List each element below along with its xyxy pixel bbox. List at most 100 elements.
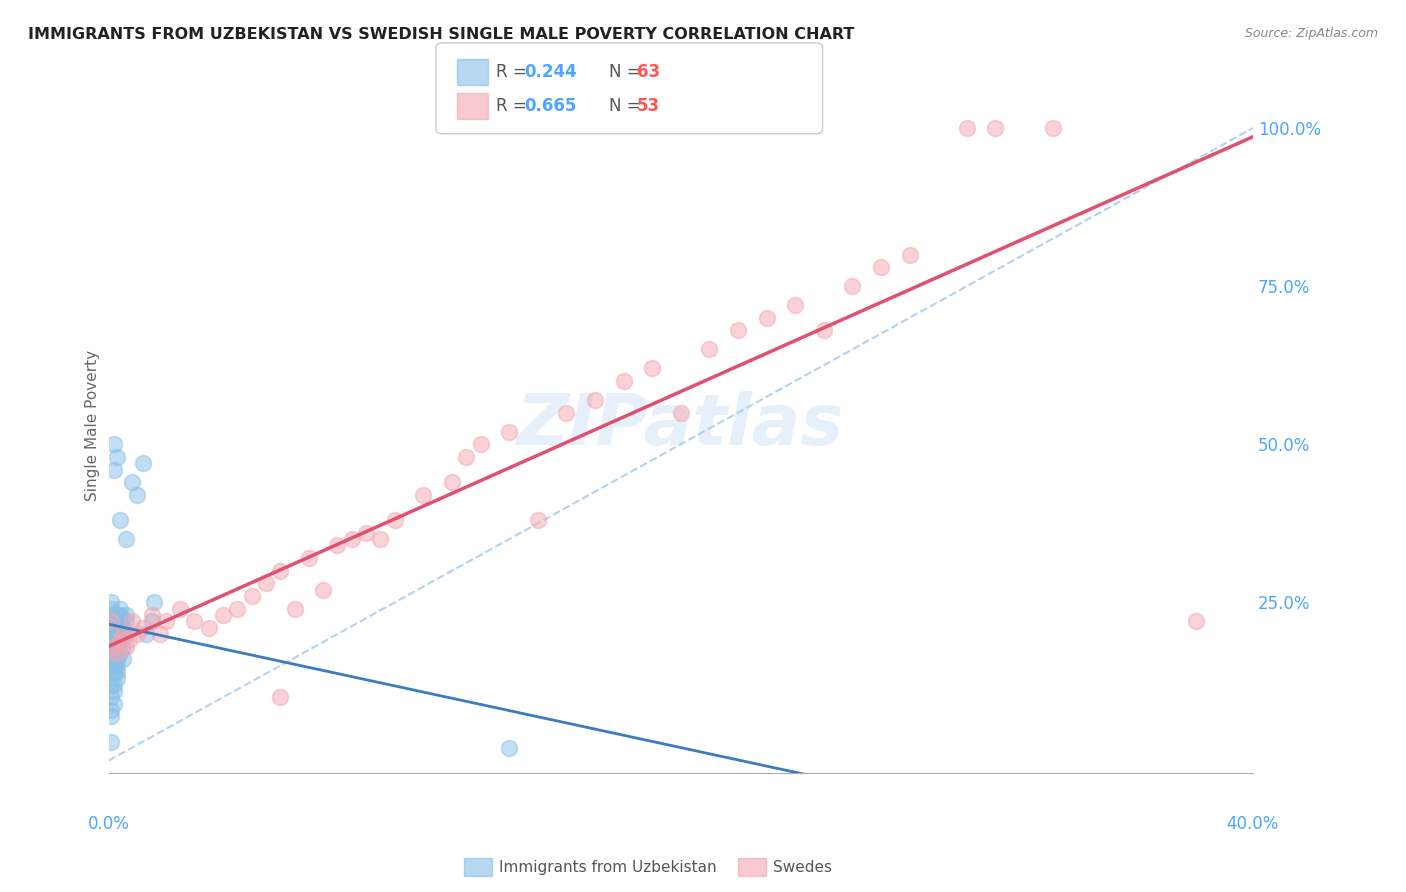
Point <box>103 697 125 711</box>
Point <box>100 734 122 748</box>
Text: R =: R = <box>496 97 533 115</box>
Point <box>105 627 128 641</box>
Point <box>105 652 128 666</box>
Point <box>100 615 122 629</box>
Point <box>108 615 131 629</box>
Text: Source: ZipAtlas.com: Source: ZipAtlas.com <box>1244 27 1378 40</box>
Point <box>108 601 131 615</box>
Point <box>111 627 134 641</box>
Point <box>183 615 205 629</box>
Point <box>284 601 307 615</box>
Point <box>755 310 778 325</box>
Point <box>143 595 166 609</box>
Y-axis label: Single Male Poverty: Single Male Poverty <box>86 350 100 501</box>
Point <box>114 615 136 629</box>
Point <box>583 392 606 407</box>
Point <box>956 121 979 136</box>
Point <box>898 247 921 261</box>
Point <box>197 621 219 635</box>
Point <box>384 513 406 527</box>
Point <box>141 608 163 623</box>
Point <box>132 456 155 470</box>
Point <box>870 260 893 275</box>
Point <box>118 633 141 648</box>
Text: 0.244: 0.244 <box>524 63 578 81</box>
Point <box>114 532 136 546</box>
Point <box>498 425 520 439</box>
Point <box>100 595 122 609</box>
Point <box>526 513 548 527</box>
Point <box>103 640 125 654</box>
Point <box>470 437 492 451</box>
Point <box>100 652 122 666</box>
Point <box>612 374 634 388</box>
Point <box>105 640 128 654</box>
Point <box>984 121 1007 136</box>
Point <box>103 621 125 635</box>
Point <box>108 608 131 623</box>
Point <box>105 665 128 679</box>
Point <box>132 621 155 635</box>
Point <box>727 323 749 337</box>
Point <box>108 633 131 648</box>
Point <box>269 564 291 578</box>
Point <box>108 513 131 527</box>
Point <box>312 582 335 597</box>
Point <box>127 627 149 641</box>
Point <box>105 646 128 660</box>
Point <box>785 298 807 312</box>
Point <box>354 525 377 540</box>
Point <box>103 665 125 679</box>
Point <box>1042 121 1064 136</box>
Point <box>114 627 136 641</box>
Point <box>440 475 463 490</box>
Point <box>103 640 125 654</box>
Point <box>456 450 478 464</box>
Point <box>103 627 125 641</box>
Point <box>127 488 149 502</box>
Point <box>103 462 125 476</box>
Text: 63: 63 <box>637 63 659 81</box>
Point <box>100 703 122 717</box>
Point <box>370 532 392 546</box>
Point <box>108 621 131 635</box>
Point <box>254 576 277 591</box>
Point <box>114 640 136 654</box>
Point <box>169 601 191 615</box>
Text: R =: R = <box>496 63 533 81</box>
Point <box>498 740 520 755</box>
Point <box>813 323 835 337</box>
Point <box>1184 615 1206 629</box>
Point <box>149 627 172 641</box>
Point <box>103 678 125 692</box>
Point <box>103 684 125 698</box>
Point <box>108 646 131 660</box>
Point <box>641 361 664 376</box>
Text: 53: 53 <box>637 97 659 115</box>
Point <box>269 690 291 705</box>
Point <box>105 615 128 629</box>
Text: Swedes: Swedes <box>773 860 832 874</box>
Point <box>103 615 125 629</box>
Point <box>100 678 122 692</box>
Point <box>100 633 122 648</box>
Point <box>111 640 134 654</box>
Point <box>111 652 134 666</box>
Text: N =: N = <box>609 63 645 81</box>
Point <box>108 633 131 648</box>
Point <box>100 690 122 705</box>
Point <box>103 437 125 451</box>
Point <box>298 551 321 566</box>
Point <box>103 652 125 666</box>
Point <box>412 488 434 502</box>
Point <box>669 406 692 420</box>
Text: N =: N = <box>609 97 645 115</box>
Point <box>100 615 122 629</box>
Point <box>340 532 363 546</box>
Point <box>111 621 134 635</box>
Text: 40.0%: 40.0% <box>1226 815 1279 833</box>
Point <box>114 608 136 623</box>
Point <box>841 279 863 293</box>
Point <box>226 601 249 615</box>
Point <box>100 633 122 648</box>
